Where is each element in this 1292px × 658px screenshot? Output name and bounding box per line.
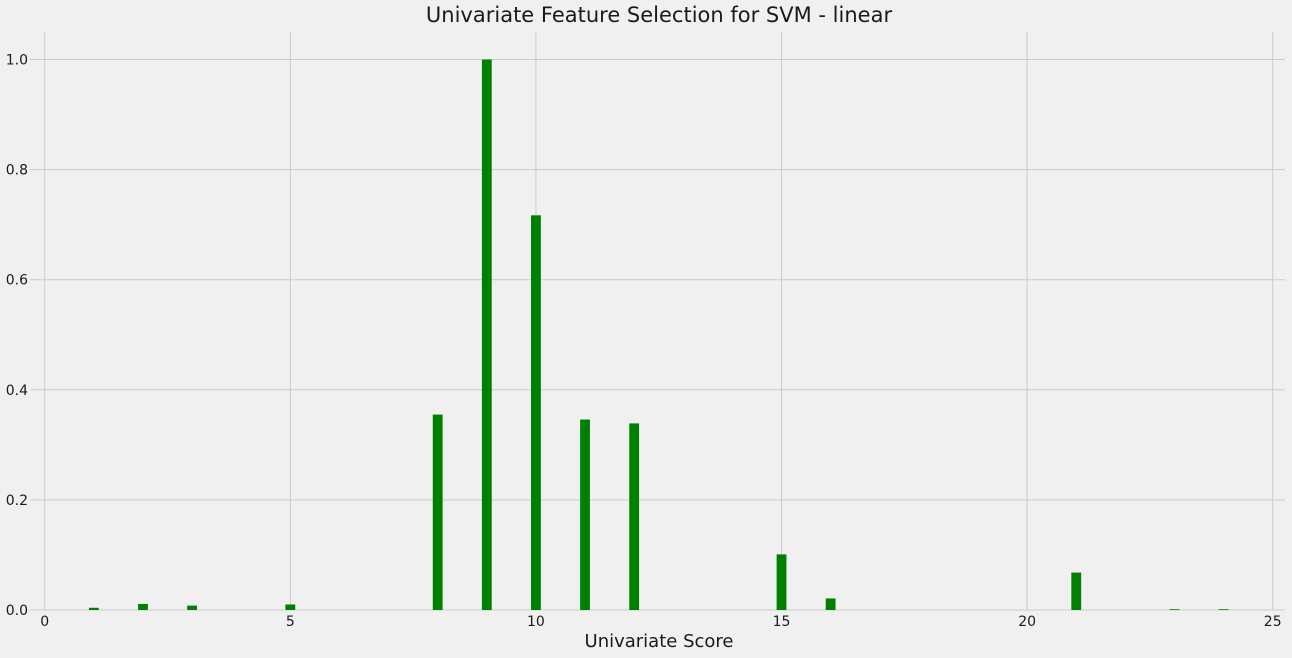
y-tick-label: 0.0: [6, 603, 28, 619]
bar: [531, 215, 541, 610]
y-grid: [30, 59, 1285, 611]
bar: [1169, 609, 1180, 610]
bar: [187, 605, 198, 610]
y-tick-labels: 0.0 0.2 0.4 0.6 0.8 1.0: [6, 53, 28, 619]
chart-title: Univariate Feature Selection for SVM - l…: [426, 3, 893, 27]
bar: [88, 607, 99, 610]
bar: [1071, 572, 1082, 610]
y-tick-label: 0.4: [6, 383, 28, 399]
bar: [825, 598, 836, 610]
x-tick-label: 25: [1264, 614, 1282, 630]
x-axis-label: Univariate Score: [585, 631, 734, 652]
y-tick-label: 0.6: [6, 273, 28, 289]
bar: [629, 423, 640, 610]
bar: [776, 554, 787, 610]
y-tick-label: 0.8: [6, 163, 28, 179]
x-tick-labels: 0 5 10 15 20 25: [40, 614, 1281, 630]
y-tick-label: 1.0: [6, 53, 28, 69]
x-tick-label: 10: [527, 614, 545, 630]
bar: [138, 603, 148, 610]
x-tick-label: 20: [1018, 614, 1036, 630]
bar: [481, 59, 492, 611]
x-tick-label: 0: [40, 614, 49, 630]
y-tick-label: 0.2: [6, 493, 28, 509]
x-tick-label: 15: [773, 614, 791, 630]
x-tick-label: 5: [286, 614, 295, 630]
bar: [580, 419, 590, 610]
bar: [1218, 609, 1229, 610]
bar: [432, 414, 443, 610]
bars: [88, 59, 1229, 611]
bar: [285, 604, 296, 610]
